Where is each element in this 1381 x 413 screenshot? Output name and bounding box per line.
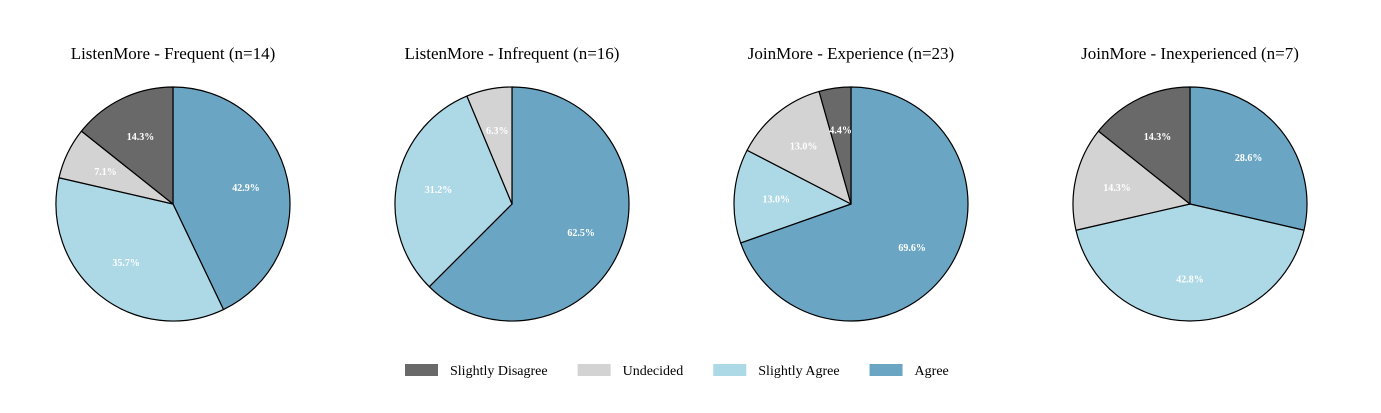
pie-slice-slightly-agree xyxy=(733,149,852,244)
slice-label: 35.7% xyxy=(112,258,140,269)
legend-label: Agree xyxy=(915,364,949,379)
pie-title: ListenMore - Infrequent (n=16) xyxy=(405,44,620,63)
legend-item-agree: Agree xyxy=(869,364,949,379)
pies-layer: ListenMore - Frequent (n=14) 42.9% 35.7% 7.… xyxy=(55,44,1308,322)
pie-slice-undecided xyxy=(746,90,852,205)
legend-label: Undecided xyxy=(623,364,684,379)
pie-slice-agree xyxy=(1189,86,1308,231)
slice-label: 13.0% xyxy=(790,142,818,153)
pie-title: ListenMore - Frequent (n=14) xyxy=(71,44,276,63)
pie-slice-undecided xyxy=(466,86,513,205)
legend-swatch xyxy=(405,364,438,376)
slice-label: 14.3% xyxy=(127,132,155,143)
pie-slice-slightly-agree xyxy=(1075,203,1305,322)
slice-label: 13.0% xyxy=(763,194,791,205)
legend-item-slightly-agree: Slightly Agree xyxy=(713,364,840,379)
pie-slice-slightly-agree xyxy=(55,177,225,322)
pie-slice-agree xyxy=(428,86,630,322)
slice-label: 31.2% xyxy=(425,185,453,196)
legend-label: Slightly Agree xyxy=(758,364,839,379)
legend-item-slightly-disagree: Slightly Disagree xyxy=(405,364,548,379)
slice-label: 14.3% xyxy=(1103,183,1131,194)
pie-slice-agree xyxy=(740,86,969,322)
pie-slice-slightly-agree xyxy=(394,95,513,288)
slice-label: 42.8% xyxy=(1176,274,1204,285)
pie-slice-undecided xyxy=(1072,130,1191,231)
pie-title: JoinMore - Experience (n=23) xyxy=(748,44,954,63)
pie-title: JoinMore - Inexperienced (n=7) xyxy=(1081,44,1299,63)
pie-1: ListenMore - Frequent (n=14) 42.9% 35.7% 7.… xyxy=(55,44,291,322)
legend-swatch xyxy=(577,364,611,376)
slice-label: 62.5% xyxy=(567,228,595,239)
slice-label: 4.4% xyxy=(829,125,852,136)
pie-slice-slightly-disagree xyxy=(80,86,174,205)
slice-label: 42.9% xyxy=(232,183,260,194)
legend-label: Slightly Disagree xyxy=(450,364,548,379)
legend-item-undecided: Undecided xyxy=(577,364,684,379)
legend-swatch xyxy=(713,364,747,376)
slice-label: 7.1% xyxy=(94,167,117,178)
slice-label: 69.6% xyxy=(898,243,926,254)
pie-slice-agree xyxy=(172,86,291,311)
slice-label: 14.3% xyxy=(1144,132,1172,143)
legend: Slightly Disagree Undecided Slightly Agree… xyxy=(405,364,949,379)
slice-label: 28.6% xyxy=(1235,153,1263,164)
pie-slice-slightly-disagree xyxy=(1097,86,1191,205)
pie-2: ListenMore - Infrequent (n=16) 62.5% 31.2%… xyxy=(394,44,630,322)
legend-swatch xyxy=(869,364,903,376)
pie-slice-slightly-disagree xyxy=(818,86,852,205)
slice-label: 6.3% xyxy=(486,126,509,137)
pie-3: JoinMore - Experience (n=23) 69.6% 13.0% 13… xyxy=(733,44,969,322)
pie-4: JoinMore - Inexperienced (n=7) 28.6% 42.8%… xyxy=(1072,44,1308,322)
